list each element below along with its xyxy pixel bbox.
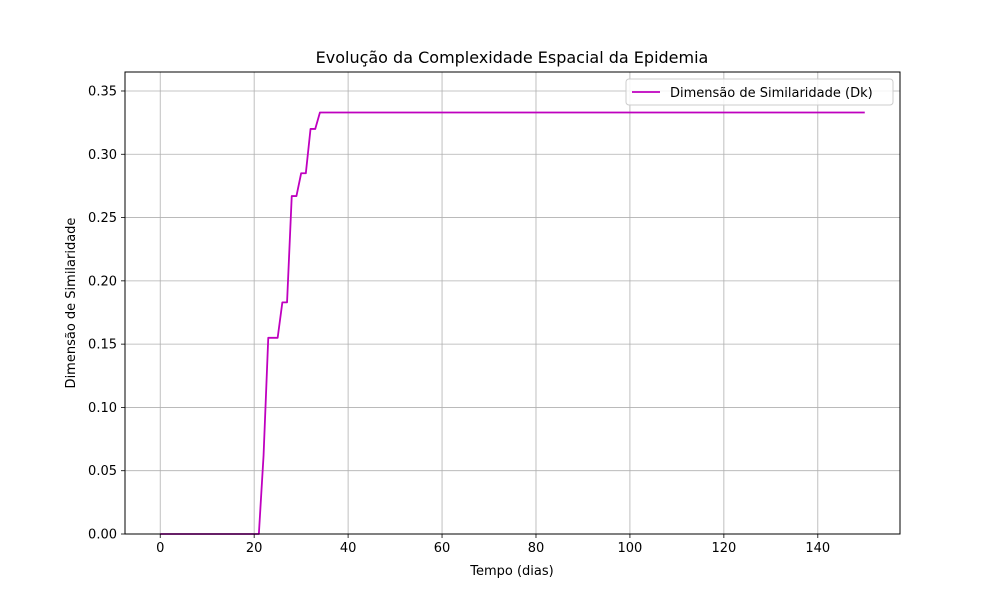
x-tick-label: 20 [246,541,263,556]
plot-frame [124,71,901,535]
y-axis: 0.00 0.05 0.10 0.15 0.20 0.25 0.30 0.35 [88,84,125,543]
series-line-dk [160,111,865,535]
x-tick-label: 120 [711,541,736,556]
x-tick-label: 80 [528,541,545,556]
x-tick-label: 40 [340,541,357,556]
x-tick-label: 60 [434,541,451,556]
y-axis-label: Dimensão de Similaridade [64,218,79,389]
y-tick-label: 0.10 [88,401,117,416]
legend-entry-label: Dimensão de Similaridade (Dk) [670,86,873,101]
grid [125,72,900,535]
x-axis: 0 20 40 60 80 100 120 140 [156,534,830,556]
y-tick-label: 0.20 [88,274,117,289]
y-tick-label: 0.05 [88,464,117,479]
x-tick-label: 0 [156,541,164,556]
y-tick-label: 0.35 [88,84,117,99]
y-tick-label: 0.25 [88,211,117,226]
chart-title: Evolução da Complexidade Espacial da Epi… [316,48,709,67]
y-tick-label: 0.15 [88,338,117,353]
series-layer [160,111,865,535]
legend-box [625,78,894,106]
x-tick-label: 100 [618,541,643,556]
x-tick-label: 140 [805,541,830,556]
legend: Dimensão de Similaridade (Dk) [625,78,894,106]
y-tick-label: 0.30 [88,148,117,163]
y-tick-label: 0.00 [88,528,117,543]
x-axis-label: Tempo (dias) [469,564,553,579]
